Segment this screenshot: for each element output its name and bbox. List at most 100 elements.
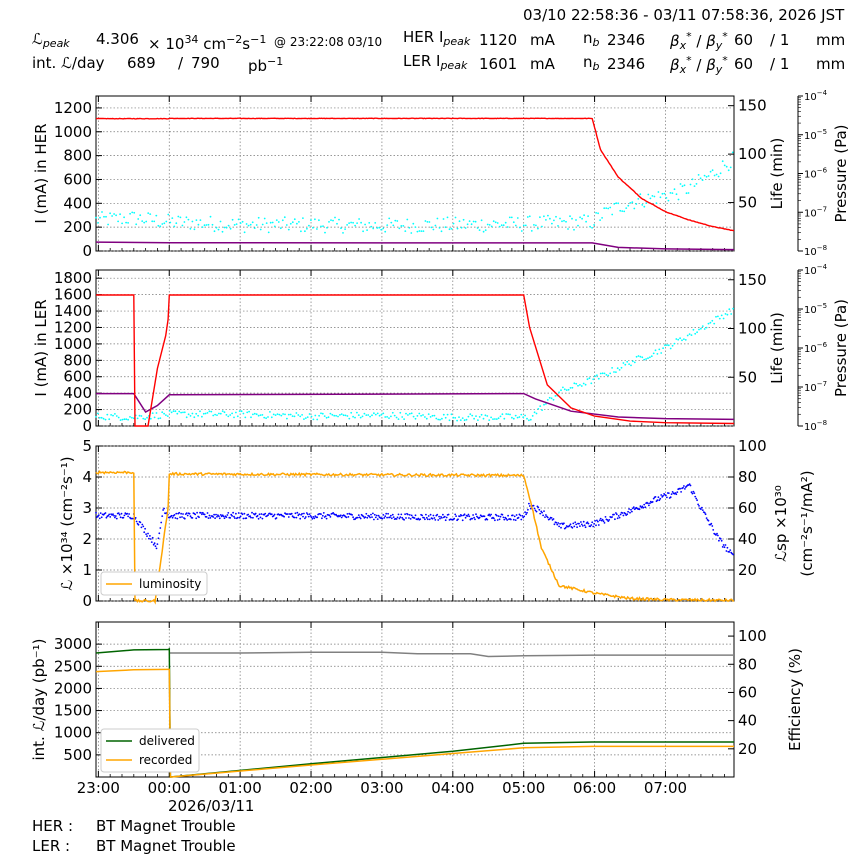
specific-lumi-point xyxy=(212,516,215,518)
ler-lifetime-point xyxy=(352,415,354,418)
ler-lifetime-point xyxy=(565,389,568,391)
her-lifetime-point xyxy=(239,222,242,225)
specific-lumi-point xyxy=(377,514,380,517)
her-lifetime-point xyxy=(350,221,352,224)
her-lifetime-point xyxy=(647,193,650,196)
specific-lumi-point xyxy=(460,514,463,517)
ler-lifetime-point xyxy=(656,353,659,355)
specific-lumi-point xyxy=(391,513,394,516)
ler-lifetime-point xyxy=(174,410,177,413)
ler-lifetime-point xyxy=(507,413,509,416)
ler-lifetime-point xyxy=(316,418,319,421)
her-lifetime-point xyxy=(376,227,379,229)
her-lifetime-point xyxy=(113,213,115,215)
ler-lifetime-point xyxy=(477,419,479,421)
her-lifetime-point xyxy=(358,218,360,220)
ler-ipeak-value: 1601 xyxy=(479,55,518,73)
specific-lumi-point xyxy=(675,493,678,496)
her-lifetime-point xyxy=(382,227,385,230)
specific-lumi-point xyxy=(721,546,724,548)
her-lifetime-point xyxy=(474,220,477,223)
specific-lumi-point xyxy=(275,517,278,519)
her-lifetime-point xyxy=(137,218,140,220)
ler-lifetime-point xyxy=(280,414,283,417)
her-lifetime-point xyxy=(205,224,208,226)
her-lifetime-point xyxy=(296,222,298,225)
specific-lumi-point xyxy=(720,539,723,542)
int-legend-box xyxy=(100,728,200,773)
specific-lumi-point xyxy=(135,520,138,523)
specific-lumi-point xyxy=(582,520,585,523)
specific-lumi-point xyxy=(132,517,134,520)
ler-lifetime-point xyxy=(620,366,623,369)
her-lifetime-point xyxy=(125,221,127,224)
ler-lifetime-point xyxy=(339,414,341,416)
her-ylabel-right: Life (min) xyxy=(768,138,786,210)
specific-lumi-point xyxy=(321,514,324,517)
ler-lifetime-point xyxy=(182,411,184,414)
her-lifetime-point xyxy=(151,220,154,223)
ler-lifetime-point xyxy=(707,322,710,325)
her-lifetime-point xyxy=(267,231,270,234)
specific-lumi-point xyxy=(366,516,369,519)
ler-lifetime-point xyxy=(647,357,649,360)
her-lifetime-point xyxy=(460,226,463,229)
her-lifetime-point xyxy=(141,220,144,223)
her-lifetime-point xyxy=(486,223,489,226)
ler-lifetime-point xyxy=(563,388,566,391)
her-lifetime-point xyxy=(310,219,312,222)
her-lifetime-point xyxy=(537,227,539,230)
ler-lifetime-point xyxy=(212,414,215,417)
ler-lifetime-point xyxy=(304,417,307,419)
her-lifetime-point xyxy=(424,220,427,222)
luminosity-line xyxy=(95,470,735,605)
specific-lumi-point xyxy=(598,519,601,522)
her-lifetime-point xyxy=(221,230,224,233)
specific-lumi-point xyxy=(118,513,121,516)
ler-lifetime-point xyxy=(289,413,292,416)
ler-lifetime-point xyxy=(125,418,128,421)
ler-lifetime-point xyxy=(299,415,302,418)
y-tick-label: 400 xyxy=(63,194,92,212)
specific-lumi-point xyxy=(576,526,578,529)
ler-lifetime-point xyxy=(227,415,230,418)
specific-lumi-point xyxy=(724,544,727,546)
specific-lumi-point xyxy=(153,542,156,545)
ler-lifetime-point xyxy=(726,313,729,316)
ler-lifetime-point xyxy=(98,416,101,419)
specific-lumi-point xyxy=(239,515,242,518)
her-lifetime-point xyxy=(388,217,391,220)
ler-lifetime-point xyxy=(365,414,368,416)
y-tick-label: 500 xyxy=(63,746,92,764)
specific-lumi-point xyxy=(662,494,664,497)
specific-lumi-point xyxy=(179,516,182,519)
ler-lifetime-point xyxy=(359,416,362,419)
specific-lumi-point xyxy=(114,515,117,517)
ler-pressure-line xyxy=(96,392,735,421)
ler-lifetime-point xyxy=(732,307,734,310)
intl-label: int. ℒ/day xyxy=(32,54,105,72)
her-lifetime-point xyxy=(707,175,710,177)
specific-lumi-point xyxy=(704,513,707,516)
her-lifetime-point xyxy=(591,226,593,229)
her-lifetime-point xyxy=(607,207,610,210)
ler-lifetime-point xyxy=(701,325,704,327)
specific-lumi-point xyxy=(434,519,437,521)
ler-lifetime-point xyxy=(645,358,647,360)
specific-lumi-point xyxy=(716,532,718,535)
ler-lifetime-point xyxy=(616,367,619,370)
ler-lifetime-point xyxy=(416,415,419,417)
ler-lifetime-point xyxy=(427,413,430,415)
her-lifetime-point xyxy=(530,230,533,232)
specific-lumi-point xyxy=(120,512,123,515)
specific-lumi-point xyxy=(638,508,641,511)
specific-lumi-point xyxy=(385,512,388,515)
her-lifetime-point xyxy=(464,227,467,229)
ler-lifetime-point xyxy=(715,315,717,318)
specific-lumi-point xyxy=(242,517,245,520)
specific-lumi-point xyxy=(639,505,642,508)
her-lifetime-point xyxy=(645,202,648,205)
ler-lifetime-point xyxy=(550,397,553,400)
ler-lifetime-point xyxy=(238,410,241,412)
specific-lumi-point xyxy=(256,514,259,517)
